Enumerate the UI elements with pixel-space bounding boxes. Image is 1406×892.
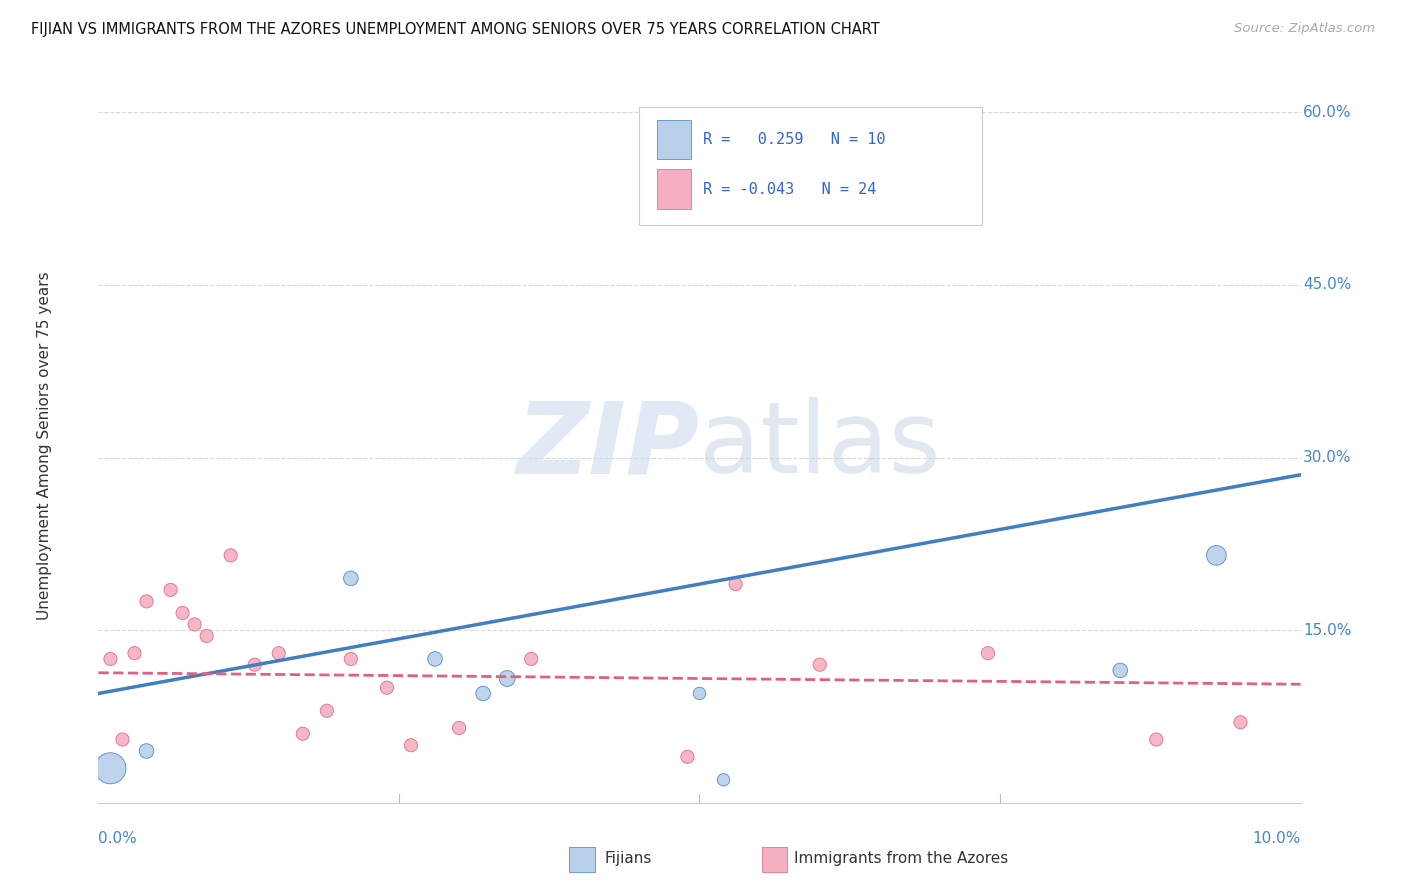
Text: R = -0.043   N = 24: R = -0.043 N = 24	[703, 182, 876, 196]
Text: Immigrants from the Azores: Immigrants from the Azores	[794, 851, 1008, 865]
Point	[135, 594, 157, 608]
Point	[496, 672, 519, 686]
Text: Fijians: Fijians	[605, 851, 652, 865]
Point	[111, 732, 134, 747]
Point	[688, 686, 710, 700]
Point	[291, 727, 314, 741]
Point	[243, 657, 266, 672]
FancyBboxPatch shape	[658, 120, 692, 159]
Point	[676, 749, 699, 764]
Text: 60.0%: 60.0%	[1303, 104, 1351, 120]
Text: 10.0%: 10.0%	[1253, 831, 1301, 847]
Point	[447, 721, 470, 735]
Text: 0.0%: 0.0%	[98, 831, 138, 847]
FancyBboxPatch shape	[658, 169, 692, 209]
Text: Source: ZipAtlas.com: Source: ZipAtlas.com	[1234, 22, 1375, 36]
Point	[124, 646, 146, 660]
Text: atlas: atlas	[699, 398, 941, 494]
Point	[423, 652, 446, 666]
Point	[340, 652, 363, 666]
Text: Unemployment Among Seniors over 75 years: Unemployment Among Seniors over 75 years	[37, 272, 52, 620]
Point	[977, 646, 1000, 660]
Point	[159, 582, 181, 597]
Point	[183, 617, 205, 632]
Point	[724, 577, 747, 591]
Point	[1229, 715, 1251, 730]
Point	[520, 652, 543, 666]
Point	[172, 606, 194, 620]
FancyBboxPatch shape	[640, 107, 981, 225]
Point	[375, 681, 398, 695]
Point	[135, 744, 157, 758]
Text: 15.0%: 15.0%	[1303, 623, 1351, 638]
Point	[1144, 732, 1167, 747]
Point	[315, 704, 337, 718]
Point	[100, 652, 122, 666]
Text: 45.0%: 45.0%	[1303, 277, 1351, 293]
Point	[219, 549, 242, 563]
Point	[195, 629, 218, 643]
Point	[1109, 664, 1132, 678]
Text: ZIP: ZIP	[516, 398, 699, 494]
Point	[399, 738, 422, 752]
Point	[713, 772, 735, 787]
Point	[472, 686, 495, 700]
Point	[267, 646, 290, 660]
Text: 30.0%: 30.0%	[1303, 450, 1351, 465]
Text: R =   0.259   N = 10: R = 0.259 N = 10	[703, 132, 886, 146]
Point	[1205, 549, 1227, 563]
Point	[100, 761, 122, 775]
Point	[340, 571, 363, 585]
Text: FIJIAN VS IMMIGRANTS FROM THE AZORES UNEMPLOYMENT AMONG SENIORS OVER 75 YEARS CO: FIJIAN VS IMMIGRANTS FROM THE AZORES UNE…	[31, 22, 880, 37]
Point	[808, 657, 831, 672]
